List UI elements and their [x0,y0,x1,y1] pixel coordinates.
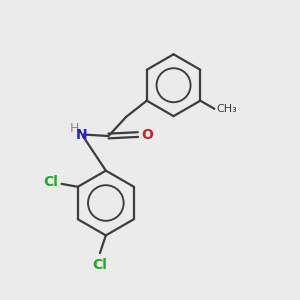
Text: Cl: Cl [92,258,107,272]
Text: H: H [69,122,79,135]
Text: O: O [142,128,153,142]
Text: CH₃: CH₃ [217,104,238,114]
Text: Cl: Cl [43,176,58,189]
Text: N: N [76,128,88,142]
